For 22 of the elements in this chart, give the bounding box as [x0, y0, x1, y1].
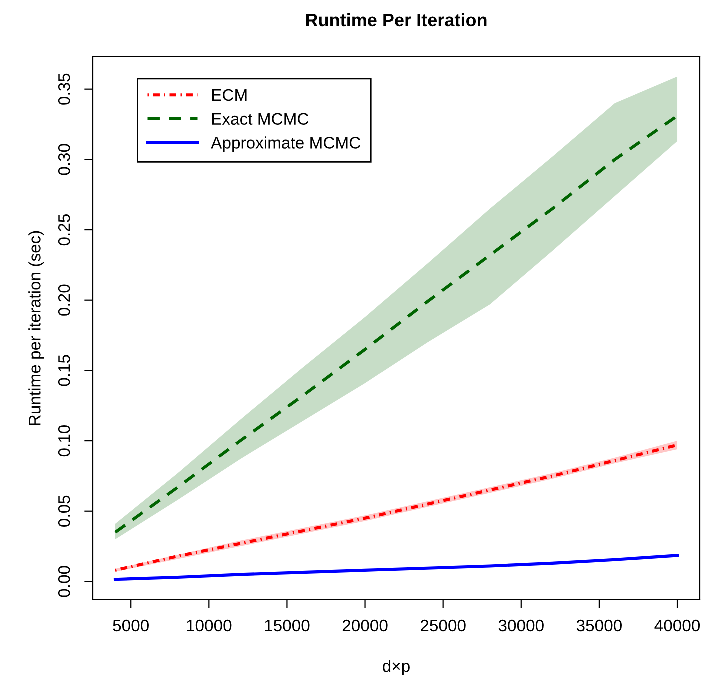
legend-label: ECM	[212, 89, 247, 102]
y-tick-label: 0.10	[58, 425, 70, 457]
y-tick-label: 0.25	[58, 214, 70, 246]
chart-title: Runtime Per Iteration	[306, 13, 487, 27]
y-tick-label: 0.15	[58, 355, 70, 386]
y-tick-label: 0.00	[58, 566, 70, 598]
y-tick-label: 0.35	[58, 74, 70, 105]
x-tick-label: 35000	[576, 620, 622, 632]
x-tick-label: 30000	[498, 620, 544, 632]
x-tick-label: 15000	[265, 620, 310, 632]
x-tick-label: 20000	[342, 620, 388, 632]
y-tick-label: 0.30	[58, 144, 70, 176]
x-tick-label: 25000	[421, 620, 466, 632]
y-axis-title: Runtime per iteration (sec)	[28, 231, 44, 426]
x-axis-title: d×p	[383, 660, 410, 676]
y-tick-label: 0.05	[58, 496, 70, 527]
y-tick-label: 0.20	[58, 284, 70, 316]
x-tick-label: 5000	[113, 620, 149, 632]
legend-label: Exact MCMC	[212, 113, 309, 126]
x-tick-label: 40000	[654, 620, 700, 632]
x-tick-label: 10000	[187, 620, 232, 632]
legend-label: Approximate MCMC	[211, 136, 360, 152]
